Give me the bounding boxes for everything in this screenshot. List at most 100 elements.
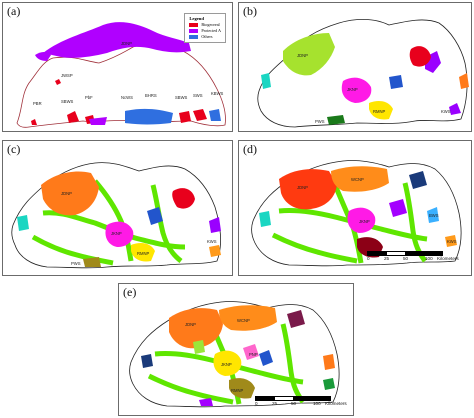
legend: Legend Biogeoreal Protected A Others <box>184 13 226 43</box>
panel-d: (d) JDNP WCNP JKNP BWS KWS <box>238 140 472 276</box>
label-ncws: NcWS <box>121 95 133 100</box>
protected-area-north <box>43 22 191 58</box>
teal-area <box>17 215 29 231</box>
purple-south <box>199 398 213 406</box>
sky-area <box>427 207 439 223</box>
green-east <box>323 378 335 390</box>
scale-segment <box>368 252 387 255</box>
legend-label: Biogeoreal <box>201 22 220 27</box>
label-jdnp: JDNP <box>121 41 132 46</box>
red-area <box>409 46 431 67</box>
map-a: JDNP JWSP PBR SBWS PbF NcWS BHRS SBWS SW… <box>16 22 226 128</box>
label-kbws: KBWS <box>211 91 224 96</box>
label-rmnp: RMNP <box>231 388 244 393</box>
lime-area <box>193 340 205 354</box>
map-d: JDNP WCNP JKNP BWS KWS <box>251 160 462 267</box>
country-outline <box>11 162 221 269</box>
map-b: JDNP JKNP RMNP PWS KWS <box>257 19 469 128</box>
navy-west <box>141 354 153 368</box>
legend-item: Biogeoreal <box>189 22 221 28</box>
country-outline <box>251 160 462 267</box>
corridor-4 <box>147 373 234 405</box>
panel-label: (a) <box>6 4 22 19</box>
blue-area <box>147 207 163 225</box>
label-jknp: JKNP <box>221 362 232 367</box>
label-jdnp: JDNP <box>185 322 196 327</box>
biogeo-patch-4 <box>193 109 207 121</box>
label-bhrs: BHRS <box>145 93 157 98</box>
biogeo-patch-5 <box>31 119 37 125</box>
wcnp-area <box>219 305 277 331</box>
corridor-3 <box>150 184 183 263</box>
scale-tick: 50 <box>291 401 297 406</box>
corridor-2 <box>93 179 134 262</box>
navy-area <box>409 171 427 189</box>
scale-segment <box>274 397 293 400</box>
label-jdnp: JDNP <box>61 191 72 196</box>
legend-title: Legend <box>189 16 204 21</box>
panel-b: (b) JDNP JKNP RMNP PWS KWS <box>238 2 472 132</box>
east-orange <box>459 73 469 89</box>
scale-segment <box>256 397 275 400</box>
legend-swatch-purple <box>189 29 199 33</box>
yellow-area <box>131 243 155 262</box>
yellow-area <box>213 350 242 376</box>
scale-segment <box>405 252 442 255</box>
biogeo-dot <box>55 79 61 85</box>
corridor-3 <box>402 182 428 263</box>
panel-label: (b) <box>242 4 258 19</box>
label-kws: KWS <box>441 109 451 114</box>
scale-tick: 25 <box>272 401 278 406</box>
olive-area <box>83 257 101 267</box>
biogeo-patch-1 <box>67 111 79 123</box>
orange-east <box>209 245 221 257</box>
label-pws: PWS <box>71 261 81 266</box>
scale-tick: 100 <box>313 401 321 406</box>
label-wcnp: WCNP <box>351 177 364 182</box>
protected-patch-s <box>89 117 107 125</box>
panel-label: (c) <box>6 142 22 157</box>
scale-tick: 25 <box>384 256 390 261</box>
magenta-area <box>341 77 372 103</box>
scale-tick: 50 <box>403 256 409 261</box>
label-pnp: PNP <box>249 352 258 357</box>
map-e: JDNP WCNP JKNP RMNP PNP <box>129 301 340 408</box>
biogeo-patch-3 <box>179 111 191 123</box>
scale-segment <box>293 397 330 400</box>
others-patch-2 <box>209 109 221 121</box>
blue-area <box>259 350 273 366</box>
label-jwsp: JWSP <box>61 73 73 78</box>
scale-bar-graphic <box>367 251 443 256</box>
kws-area <box>449 103 461 115</box>
panel-e: (e) JDNP WCNP JKNP RMNP PNP <box>118 283 354 416</box>
teal-area <box>261 73 271 89</box>
label-jdnp: JDNP <box>297 185 308 190</box>
jdnp-area <box>169 308 223 349</box>
corridor-4 <box>271 232 358 264</box>
red-area <box>172 188 195 209</box>
label-sws: SBWS <box>61 99 74 104</box>
legend-item: Protected A <box>189 28 221 34</box>
label-rmnp: RMNP <box>137 251 150 256</box>
yellow-area <box>369 101 393 120</box>
country-outline <box>257 19 468 128</box>
jdnp-area <box>283 33 335 76</box>
label-jknp: JKNP <box>359 219 370 224</box>
label-pbr: PBR <box>33 101 42 106</box>
jdnp-area <box>41 171 99 216</box>
purple-area <box>389 199 407 217</box>
purple-east <box>209 217 221 233</box>
scale-bar: 0 25 50 100 Kilometers <box>367 251 459 262</box>
blue-area <box>389 75 403 89</box>
scale-unit: Kilometers <box>437 256 459 261</box>
orange-east <box>323 354 335 370</box>
country-outline <box>129 301 340 408</box>
label-rmnp: RMNP <box>373 109 386 114</box>
legend-label: Protected A <box>201 28 221 33</box>
label-bws: BWS <box>429 213 439 218</box>
protected-area-north-tail <box>35 52 51 61</box>
label-sbws: SBWS <box>175 95 188 100</box>
scale-unit: Kilometers <box>325 401 347 406</box>
legend-item: Others <box>189 34 221 40</box>
